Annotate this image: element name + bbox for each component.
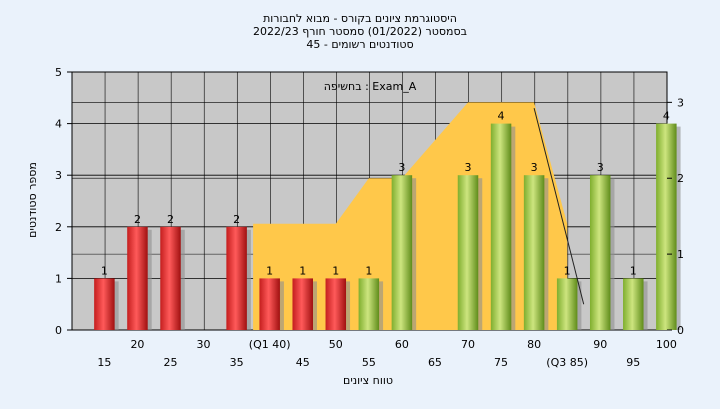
bar-90 bbox=[589, 175, 611, 330]
bar-value-label: 2 bbox=[233, 213, 240, 226]
bar-value-label: 3 bbox=[597, 161, 604, 174]
bar-value-label: 1 bbox=[365, 264, 372, 277]
bar-75 bbox=[490, 123, 512, 330]
x-tick-label: 55 bbox=[362, 356, 376, 369]
chart-title-line-1: היסטוגרמת ציונים בקורס - מבוא לחבורות bbox=[263, 12, 457, 25]
bar-value-label: 4 bbox=[663, 110, 670, 123]
bar-60 bbox=[391, 175, 413, 330]
y-tick-label: 0 bbox=[55, 324, 62, 337]
x-tick-label: 90 bbox=[593, 338, 607, 351]
bar-value-label: 1 bbox=[332, 264, 339, 277]
x-tick-label: 30 bbox=[197, 338, 211, 351]
bar-45 bbox=[292, 278, 313, 330]
x-tick-label: 95 bbox=[626, 356, 640, 369]
bar-value-label: 1 bbox=[266, 264, 273, 277]
bar-value-label: 2 bbox=[134, 213, 141, 226]
chart-title-line-2: בסמסטר (01/2022) סמסטר חורף 2022/23 bbox=[253, 25, 467, 38]
y-tick-label: 2 bbox=[55, 221, 62, 234]
x-tick-label: 50 bbox=[329, 338, 343, 351]
y2-tick-label: 2 bbox=[677, 172, 684, 185]
bar-35 bbox=[226, 226, 247, 330]
y-tick-label: 3 bbox=[55, 169, 62, 182]
chart-title-line-3: סטודנטים רשומים - 45 bbox=[306, 38, 413, 51]
y2-tick-label: 0 bbox=[677, 324, 684, 337]
bar-value-label: 3 bbox=[398, 161, 405, 174]
y-tick-label: 1 bbox=[55, 272, 62, 285]
y-tick-label: 5 bbox=[55, 66, 62, 79]
x-tick-label: 15 bbox=[97, 356, 111, 369]
x-tick-label: 35 bbox=[230, 356, 244, 369]
x-tick-label: (Q1 40) bbox=[249, 338, 291, 351]
bar-80 bbox=[523, 175, 545, 330]
y-tick-label: 4 bbox=[55, 118, 62, 131]
x-tick-label: 20 bbox=[130, 338, 144, 351]
x-tick-label: 70 bbox=[461, 338, 475, 351]
bar-55 bbox=[358, 278, 380, 330]
bar-40 bbox=[259, 278, 280, 330]
y2-tick-label: 1 bbox=[677, 248, 684, 261]
bar-85 bbox=[556, 278, 578, 330]
bar-value-label: 4 bbox=[498, 110, 505, 123]
x-tick-label: (Q3 85) bbox=[546, 356, 588, 369]
bar-value-label: 1 bbox=[564, 264, 571, 277]
bar-15 bbox=[94, 278, 115, 330]
bar-value-label: 2 bbox=[167, 213, 174, 226]
y2-tick-label: 3 bbox=[677, 96, 684, 109]
bar-25 bbox=[160, 226, 181, 330]
chart-titles: היסטוגרמת ציונים בקורס - מבוא לחבורות בס… bbox=[253, 12, 467, 51]
x-tick-label: 65 bbox=[428, 356, 442, 369]
bar-value-label: 3 bbox=[531, 161, 538, 174]
bar-70 bbox=[457, 175, 479, 330]
bar-20 bbox=[127, 226, 148, 330]
x-tick-label: 25 bbox=[164, 356, 178, 369]
x-tick-label: 60 bbox=[395, 338, 409, 351]
bar-value-label: 1 bbox=[101, 264, 108, 277]
chart-annotation: בחשיפה : Exam_A bbox=[324, 80, 417, 93]
x-tick-label: 45 bbox=[296, 356, 310, 369]
bar-value-label: 3 bbox=[465, 161, 472, 174]
bar-value-label: 1 bbox=[299, 264, 306, 277]
trend-line bbox=[533, 107, 585, 305]
bar-50 bbox=[325, 278, 347, 330]
x-axis-title: טווח ציונים bbox=[343, 374, 393, 387]
x-tick-label: 100 bbox=[656, 338, 677, 351]
bar-100 bbox=[656, 123, 677, 330]
bar-95 bbox=[623, 278, 644, 330]
x-tick-label: 80 bbox=[527, 338, 541, 351]
x-tick-label: 75 bbox=[494, 356, 508, 369]
bar-value-label: 1 bbox=[630, 264, 637, 277]
y-axis-title: מספר סטודנטים bbox=[26, 162, 39, 238]
